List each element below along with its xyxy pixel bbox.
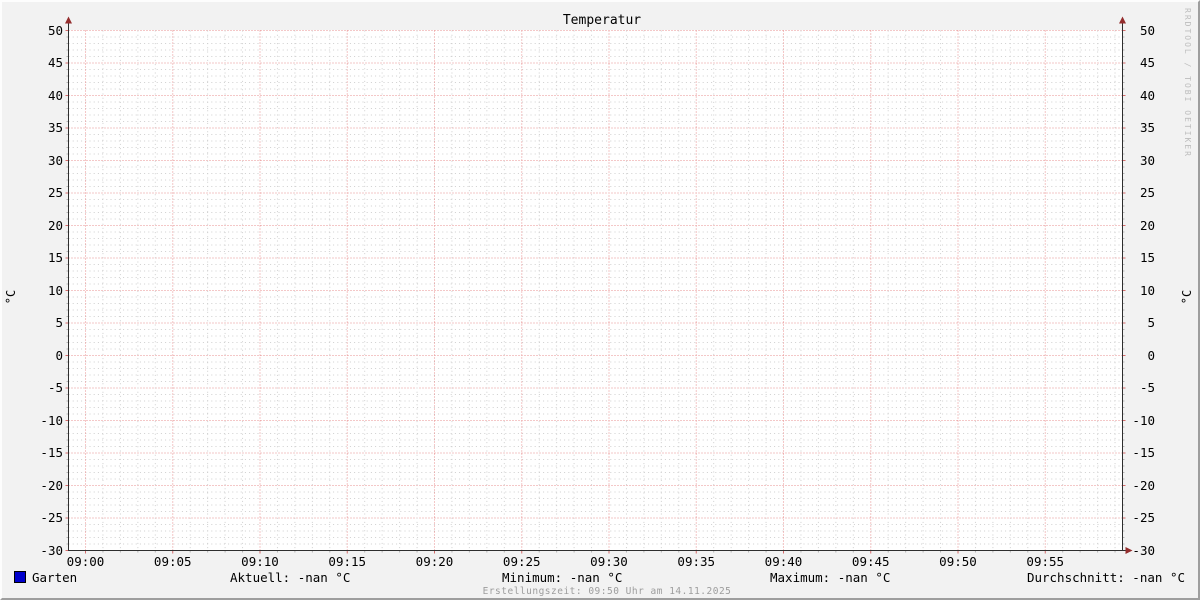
creation-time: Erstellungszeit: 09:50 Uhr am 14.11.2025	[482, 586, 732, 597]
stat-maximum: Maximum: -nan °C	[770, 570, 891, 585]
rrdtool-watermark: RRDTOOL / TOBI OETIKER	[1183, 8, 1192, 158]
stat-aktuell: Aktuell: -nan °C	[230, 570, 351, 585]
stat-durchschnitt: Durchschnitt: -nan °C	[1026, 570, 1185, 585]
series-label: Garten	[32, 570, 78, 585]
y-axis-unit-right: °C	[1180, 289, 1194, 305]
series-color-swatch	[14, 571, 26, 583]
legend: Garten Aktuell: -nan °C Minimum: -nan °C…	[2, 570, 1198, 585]
graph-title: Temperatur	[562, 13, 642, 28]
stat-minimum: Minimum: -nan °C	[502, 570, 623, 585]
y-axis-unit-left: °C	[4, 289, 18, 305]
